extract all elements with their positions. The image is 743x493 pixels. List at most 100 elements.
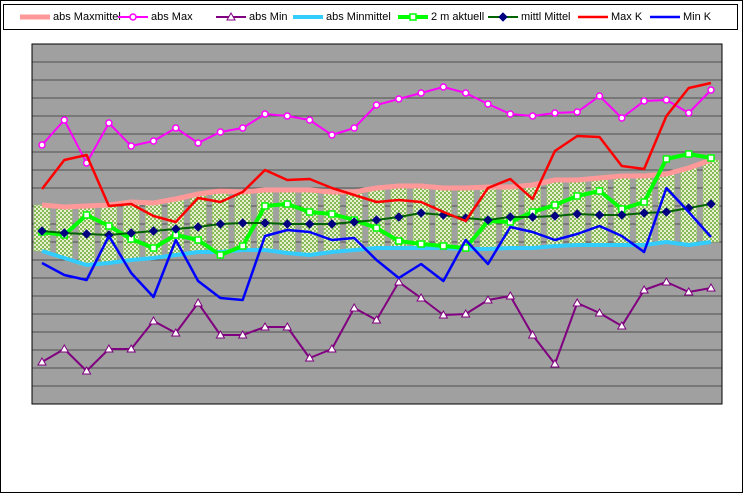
marker [639,208,649,218]
marker [551,109,559,117]
marker [194,236,202,244]
series-line [41,240,712,267]
marker [550,211,560,221]
marker [37,356,47,366]
marker [238,124,247,132]
legend-label: mittl Mittel [521,11,571,23]
marker [662,155,671,163]
marker [573,192,581,200]
marker [171,224,181,234]
series [38,150,715,259]
series [41,81,712,224]
legend-items: abs Maxmittel abs Max abs Min abs Minmittel… [20,11,712,23]
marker [416,292,426,302]
legend-label: abs Max [151,11,193,23]
marker [371,215,382,225]
legend-marker [226,11,236,21]
marker [38,141,46,149]
marker [506,110,515,118]
marker [460,308,471,318]
marker [349,302,360,312]
marker [149,244,158,252]
marker [550,358,560,368]
marker [416,208,426,218]
marker [304,219,315,229]
marker [640,97,648,105]
marker [282,219,293,229]
marker [148,315,159,325]
marker [105,222,113,230]
marker [238,242,247,250]
marker [707,154,715,162]
marker [706,282,716,292]
marker [328,131,336,139]
marker [439,83,448,91]
marker [483,215,493,225]
marker [372,224,381,232]
marker [105,119,113,127]
marker [237,329,248,339]
marker [617,210,627,220]
marker [684,109,693,117]
marker [639,284,649,294]
marker [706,199,716,209]
marker [283,112,292,120]
marker [528,112,537,120]
marker [215,329,226,339]
marker [707,86,715,94]
marker [59,343,70,353]
legend-label: abs Maxmittel [53,11,121,23]
marker [328,210,336,218]
marker [484,100,492,108]
marker [81,229,92,239]
marker [37,226,47,236]
marker [282,321,293,331]
marker [104,343,114,353]
marker [461,89,470,97]
marker [126,228,136,238]
series [41,240,712,267]
marker [193,222,203,232]
marker [260,321,270,331]
marker [527,212,538,222]
marker [350,124,358,132]
marker [305,116,314,124]
marker [573,108,581,116]
series-line [41,81,712,224]
marker [684,150,693,158]
marker [170,327,181,337]
marker [527,329,538,339]
marker [683,286,694,296]
marker [417,240,425,248]
marker [327,219,337,229]
marker [82,211,91,219]
marker [149,137,158,145]
series-line [41,157,712,210]
marker [148,226,159,236]
marker [126,343,137,353]
marker [372,101,381,109]
marker [216,128,225,136]
marker [216,251,225,259]
marker [395,237,403,245]
lines [37,81,716,375]
marker [215,219,226,229]
legend-marker [498,12,508,22]
series [41,157,712,210]
legend-label: 2 m aktuell [431,11,484,23]
marker [261,202,269,210]
series [41,186,712,302]
marker [595,187,604,195]
marker [438,309,449,319]
marker [260,218,270,228]
marker [327,343,337,353]
marker [172,124,180,132]
legend-label: Max K [611,11,643,23]
marker [640,198,648,206]
marker [194,139,202,147]
legend-label: abs Minmittel [326,11,391,23]
marker [594,307,605,317]
marker [618,114,626,122]
legend-label: Min K [683,11,712,23]
